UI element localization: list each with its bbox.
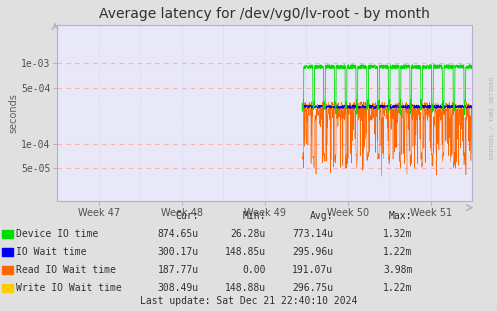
Text: 296.75u: 296.75u — [292, 283, 333, 293]
Text: Min:: Min: — [243, 211, 266, 221]
Text: Write IO Wait time: Write IO Wait time — [16, 283, 122, 293]
Text: 308.49u: 308.49u — [158, 283, 199, 293]
Y-axis label: seconds: seconds — [8, 93, 18, 133]
Text: 300.17u: 300.17u — [158, 247, 199, 257]
Text: 874.65u: 874.65u — [158, 229, 199, 239]
Text: 26.28u: 26.28u — [231, 229, 266, 239]
Text: IO Wait time: IO Wait time — [16, 247, 87, 257]
Text: 295.96u: 295.96u — [292, 247, 333, 257]
Text: Avg:: Avg: — [310, 211, 333, 221]
Text: Read IO Wait time: Read IO Wait time — [16, 265, 116, 275]
Text: 1.22m: 1.22m — [383, 247, 413, 257]
Text: 148.88u: 148.88u — [225, 283, 266, 293]
Text: 148.85u: 148.85u — [225, 247, 266, 257]
Text: 0.00: 0.00 — [243, 265, 266, 275]
Text: Max:: Max: — [389, 211, 413, 221]
Text: 773.14u: 773.14u — [292, 229, 333, 239]
Text: Last update: Sat Dec 21 22:40:10 2024: Last update: Sat Dec 21 22:40:10 2024 — [140, 296, 357, 306]
Title: Average latency for /dev/vg0/lv-root - by month: Average latency for /dev/vg0/lv-root - b… — [99, 7, 430, 21]
Text: 191.07u: 191.07u — [292, 265, 333, 275]
Text: 3.98m: 3.98m — [383, 265, 413, 275]
Text: RRDTOOL / TOBI OETIKER: RRDTOOL / TOBI OETIKER — [490, 77, 495, 160]
Text: Cur:: Cur: — [175, 211, 199, 221]
Text: 187.77u: 187.77u — [158, 265, 199, 275]
Text: 1.22m: 1.22m — [383, 283, 413, 293]
Text: Device IO time: Device IO time — [16, 229, 98, 239]
Text: 1.32m: 1.32m — [383, 229, 413, 239]
